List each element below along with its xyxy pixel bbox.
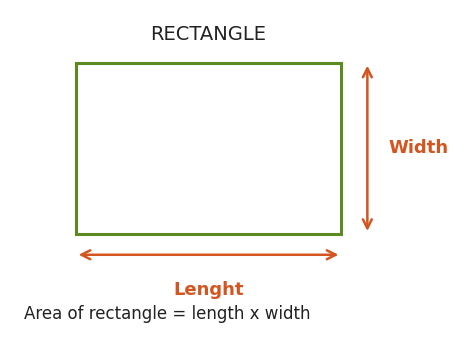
Bar	[76, 63, 341, 234]
Text: Lenght: Lenght	[173, 281, 244, 299]
Text: Width: Width	[389, 139, 449, 157]
Text: RECTANGLE: RECTANGLE	[151, 25, 266, 44]
Text: Area of rectangle = length x width: Area of rectangle = length x width	[24, 305, 310, 323]
